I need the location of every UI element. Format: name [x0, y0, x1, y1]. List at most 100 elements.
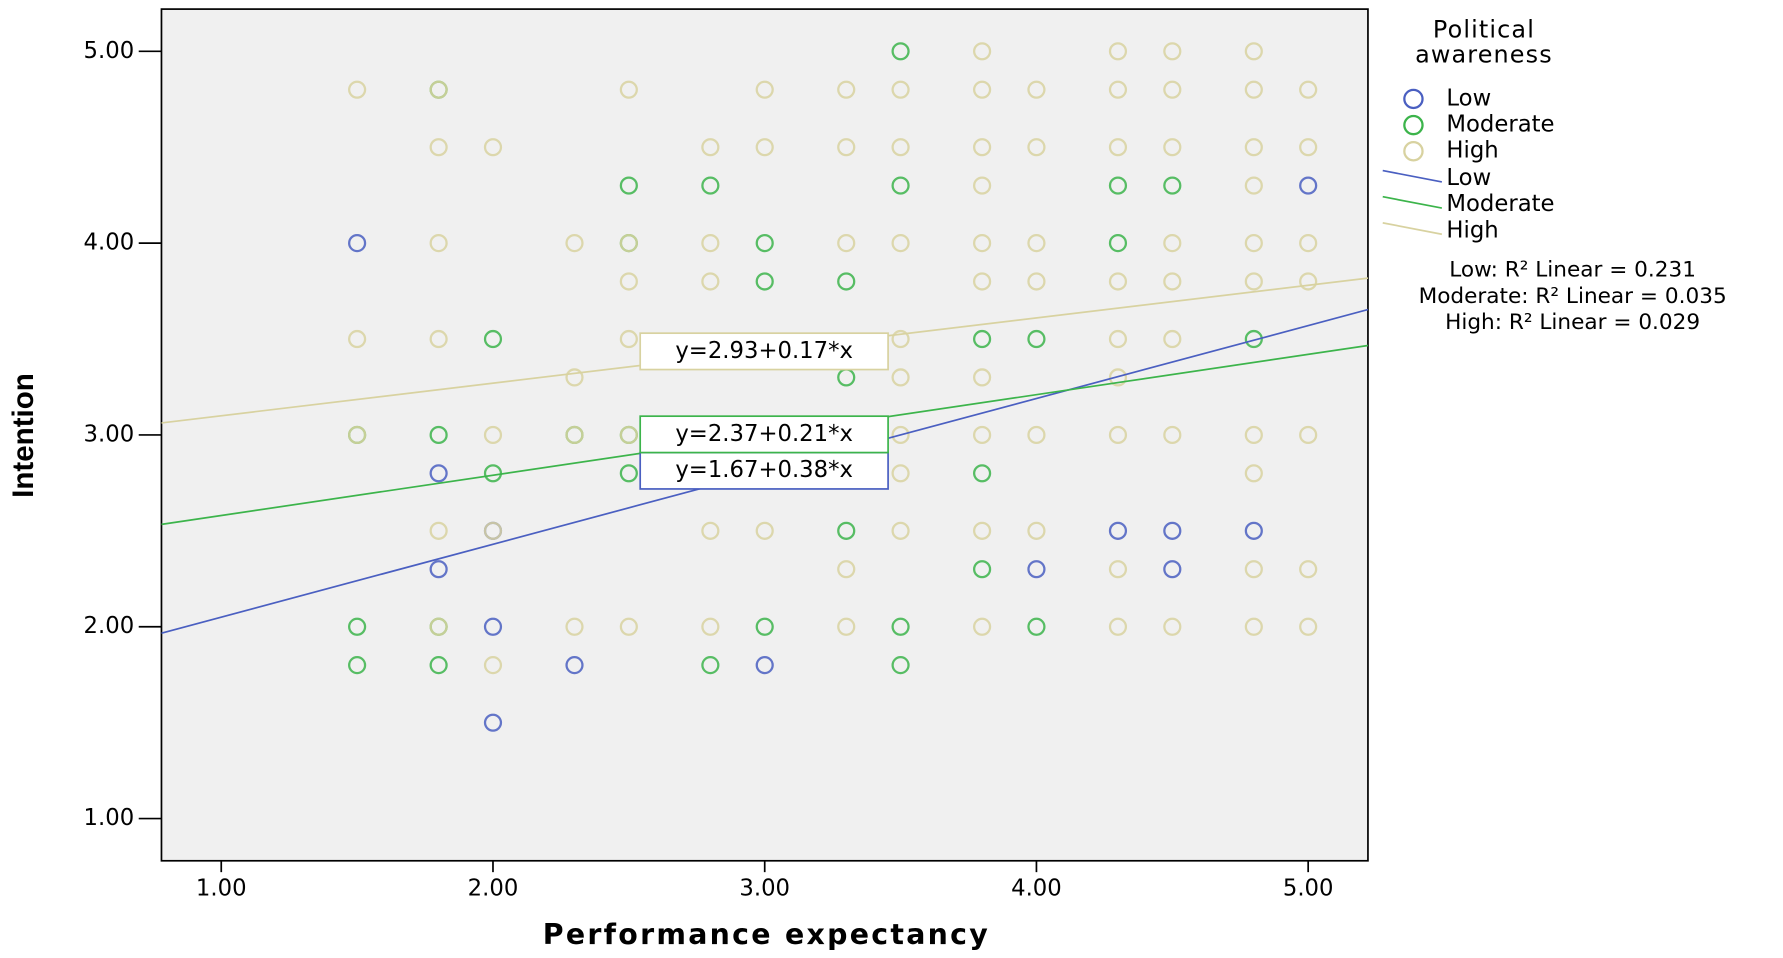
- y-axis-title: Intention: [7, 373, 40, 498]
- point: [1108, 80, 1128, 99]
- equation-box: [639, 415, 889, 454]
- point: [972, 617, 992, 636]
- point: [1163, 560, 1182, 579]
- y-tick-label: 5.00: [84, 38, 135, 64]
- point: [701, 272, 720, 291]
- point: [1299, 138, 1318, 157]
- point: [483, 656, 503, 675]
- point: [701, 176, 720, 195]
- equation-label: y=1.67+0.38*x: [675, 457, 853, 483]
- point: [837, 560, 856, 579]
- point: [972, 329, 992, 349]
- point: [429, 521, 448, 540]
- point: [619, 176, 638, 195]
- legend-label: Moderate: [1446, 112, 1554, 138]
- point: [1027, 521, 1046, 540]
- point: [1163, 617, 1182, 636]
- point: [837, 521, 856, 540]
- point: [972, 234, 992, 253]
- point: [1244, 42, 1263, 61]
- point: [701, 521, 720, 540]
- legend-label: Moderate: [1446, 191, 1554, 217]
- point: [565, 425, 584, 445]
- point: [1163, 234, 1182, 253]
- point: [483, 617, 503, 636]
- point: [755, 234, 774, 253]
- point: [701, 617, 720, 636]
- point: [1027, 272, 1046, 291]
- point: [1108, 272, 1128, 291]
- y-tick-label: 1.00: [84, 805, 135, 831]
- legend-marker: [1403, 88, 1424, 110]
- point: [1108, 617, 1128, 636]
- point: [891, 656, 910, 675]
- point: [1108, 176, 1128, 195]
- point: [755, 521, 774, 540]
- point: [1108, 329, 1128, 349]
- point: [1244, 617, 1263, 636]
- point: [1244, 234, 1263, 253]
- legend-label: High: [1446, 138, 1498, 164]
- point: [891, 368, 910, 387]
- point: [1027, 329, 1046, 349]
- point: [837, 138, 856, 157]
- point: [1163, 521, 1182, 540]
- point: [565, 617, 584, 636]
- point: [619, 425, 638, 445]
- point: [1027, 138, 1046, 157]
- x-axis-title: Performance expectancy: [543, 918, 990, 951]
- point: [1108, 425, 1128, 445]
- point: [837, 617, 856, 636]
- point: [1244, 560, 1263, 579]
- point: [429, 560, 448, 579]
- point: [755, 272, 774, 291]
- point: [1299, 617, 1318, 636]
- equation-label: y=2.37+0.21*x: [675, 421, 853, 447]
- point: [1108, 368, 1128, 387]
- point: [348, 617, 367, 636]
- point: [972, 521, 992, 540]
- legend-line: [1382, 195, 1443, 209]
- point: [1299, 80, 1318, 99]
- point: [483, 329, 503, 349]
- point: [891, 425, 910, 445]
- x-tick-label: 2.00: [468, 876, 519, 902]
- point: [972, 80, 992, 99]
- legend-label: High: [1446, 217, 1498, 243]
- point: [1163, 80, 1182, 99]
- point: [348, 329, 367, 349]
- point: [972, 560, 992, 579]
- legend-title-box: Political awareness: [1415, 17, 1552, 67]
- point: [891, 617, 910, 636]
- point: [429, 656, 448, 675]
- point: [1163, 176, 1182, 195]
- point: [755, 80, 774, 99]
- point: [891, 464, 910, 483]
- point: [619, 80, 638, 99]
- r2-label: High: R² Linear = 0.029: [1445, 310, 1700, 335]
- point: [429, 464, 448, 483]
- point: [619, 617, 638, 636]
- point: [701, 656, 720, 675]
- legend-label: Low: [1446, 85, 1491, 111]
- point: [972, 464, 992, 483]
- point: [1244, 176, 1263, 195]
- point: [972, 176, 992, 195]
- point: [429, 617, 448, 636]
- r2-label: Low: R² Linear = 0.231: [1449, 258, 1696, 283]
- point: [1299, 560, 1318, 579]
- point: [348, 656, 367, 675]
- y-tick-label: 4.00: [84, 230, 135, 256]
- point: [1244, 80, 1263, 99]
- point: [1027, 617, 1046, 636]
- point: [1244, 425, 1263, 445]
- point: [837, 234, 856, 253]
- point: [837, 80, 856, 99]
- point: [348, 425, 367, 445]
- point: [429, 234, 448, 253]
- point: [1244, 521, 1263, 540]
- point: [972, 272, 992, 291]
- point: [1299, 176, 1318, 195]
- point: [565, 234, 584, 253]
